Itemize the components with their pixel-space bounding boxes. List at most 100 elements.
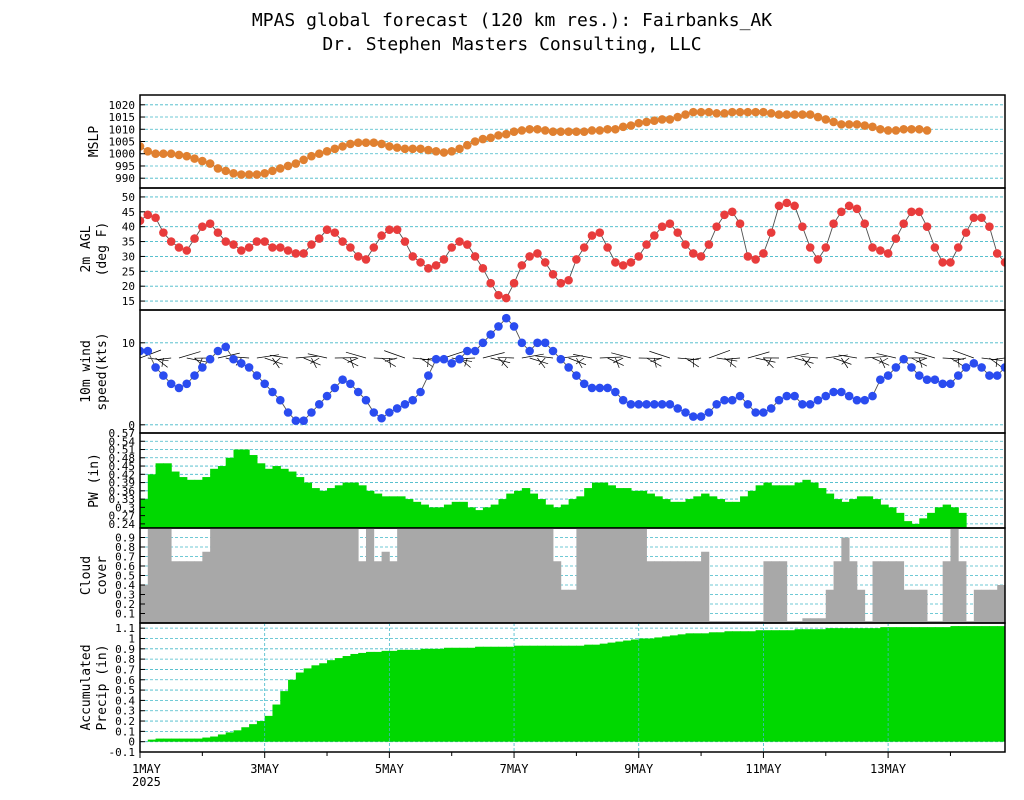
wind-point: [338, 375, 347, 385]
temp-point: [159, 228, 168, 237]
cloud-ylabel: Cloud: [79, 556, 94, 595]
wind-point: [291, 416, 301, 426]
precip-bar: [545, 645, 554, 742]
pw-bar: [638, 490, 648, 528]
x-year-label: 2025: [132, 775, 161, 789]
mslp-point: [291, 159, 301, 168]
precip-bar: [553, 645, 562, 742]
precip-bar: [794, 629, 803, 742]
precip-bar: [311, 665, 320, 742]
wind-barb: [864, 356, 887, 359]
cloud-bar: [163, 528, 172, 623]
wind-point: [424, 371, 433, 380]
temp-point: [657, 222, 667, 231]
pw-bar: [716, 499, 726, 528]
cloud-bar: [841, 537, 850, 623]
wind-barb: [272, 357, 280, 369]
mslp-point: [151, 149, 160, 159]
pw-bar: [872, 499, 881, 528]
temp-point: [252, 237, 262, 246]
precip-bar: [833, 628, 842, 742]
mslp-point: [400, 144, 410, 154]
precip-bar: [576, 645, 585, 742]
mslp-point: [650, 116, 659, 125]
cloud-bar: [443, 528, 453, 623]
precip-bar: [217, 734, 227, 742]
pw-bar: [701, 493, 710, 528]
mslp-point: [408, 144, 418, 154]
wind-barb: [264, 357, 283, 365]
chart-subtitle: Dr. Stephen Masters Consulting, LLC: [322, 34, 702, 55]
precip-bar: [459, 647, 468, 742]
precip-bar: [864, 628, 874, 742]
cloud-bar: [482, 528, 492, 623]
mslp-point: [883, 126, 893, 135]
precip-bar: [537, 645, 546, 742]
pw-bar: [397, 496, 406, 528]
wind-barb: [535, 355, 554, 359]
wind-point: [603, 383, 612, 393]
temp-point: [143, 210, 153, 220]
wind-barb: [804, 357, 811, 366]
mslp-point: [860, 121, 870, 130]
wind-point: [626, 400, 636, 409]
wind-point: [205, 354, 215, 364]
pw-bar: [482, 507, 492, 528]
wind-point: [891, 363, 901, 372]
cloud-bar: [467, 528, 476, 623]
wind-point: [938, 379, 947, 389]
wind-point: [252, 371, 262, 380]
mslp-point: [494, 131, 503, 140]
wind-point: [439, 354, 449, 364]
mslp-point: [634, 118, 644, 128]
wind-barb: [350, 357, 354, 368]
mslp-point: [743, 107, 753, 117]
temp-point: [501, 293, 511, 303]
wind-barb: [303, 357, 321, 366]
temp-point: [595, 228, 605, 237]
precip-bar: [327, 660, 336, 742]
wind-barb: [347, 357, 359, 363]
wind-point: [751, 408, 760, 417]
temp-ytick-label: 20: [122, 280, 135, 293]
mslp-point: [556, 127, 566, 137]
precip-ytick-label: 0.4: [115, 694, 135, 707]
cloud-bar: [919, 589, 928, 623]
wind-ytick-label: 0: [128, 419, 135, 432]
mslp-point: [166, 149, 176, 159]
temp-point: [361, 255, 371, 264]
wind-point: [400, 400, 410, 409]
pw-bar: [210, 468, 219, 528]
mslp-point: [595, 126, 605, 135]
wind-barb: [981, 357, 1003, 361]
temp-point: [829, 219, 838, 229]
precip-bar: [716, 632, 726, 742]
precip-bar: [568, 645, 577, 742]
wind-point: [953, 371, 963, 380]
temp-point: [431, 261, 441, 270]
pw-bar: [615, 488, 624, 528]
pw-bar: [646, 493, 655, 528]
precip-bar: [404, 649, 414, 742]
temp-ylabel2: (deg F): [95, 222, 110, 277]
wind-barb: [497, 356, 515, 359]
pw-ytick-label: 0.48: [109, 452, 136, 465]
wind-barb: [611, 352, 632, 359]
wind-point: [299, 416, 308, 426]
mslp-point: [283, 161, 293, 171]
temp-point: [556, 278, 566, 288]
wind-point: [837, 387, 846, 397]
cloud-bar: [927, 621, 936, 623]
wind-point: [704, 408, 714, 417]
precip-bar: [903, 627, 913, 742]
wind-ytick-label: 10: [122, 337, 135, 350]
wind-point: [727, 395, 737, 405]
precip-bar: [436, 648, 445, 742]
mslp-point: [424, 145, 433, 155]
wind-barb: [879, 357, 886, 369]
cloud-bar: [319, 528, 328, 623]
wind-point: [151, 363, 160, 372]
pw-bar: [911, 523, 920, 528]
pw-bar: [506, 493, 515, 528]
